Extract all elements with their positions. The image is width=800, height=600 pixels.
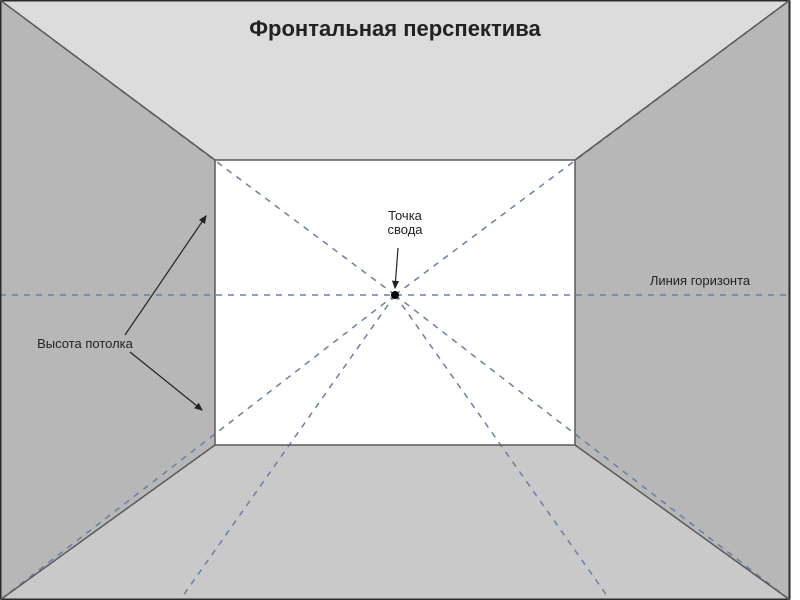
- svg-text:свода: свода: [387, 222, 423, 237]
- svg-text:Точка: Точка: [388, 208, 423, 223]
- diagram-title: Фронтальная перспектива: [249, 16, 541, 41]
- svg-text:Высота потолка: Высота потолка: [37, 336, 134, 351]
- back-wall: [215, 160, 575, 445]
- perspective-diagram: Фронтальная перспектива Точка свода Лини…: [0, 0, 800, 600]
- horizon-label: Линия горизонта: [650, 273, 751, 288]
- vanishing-point: [391, 291, 399, 299]
